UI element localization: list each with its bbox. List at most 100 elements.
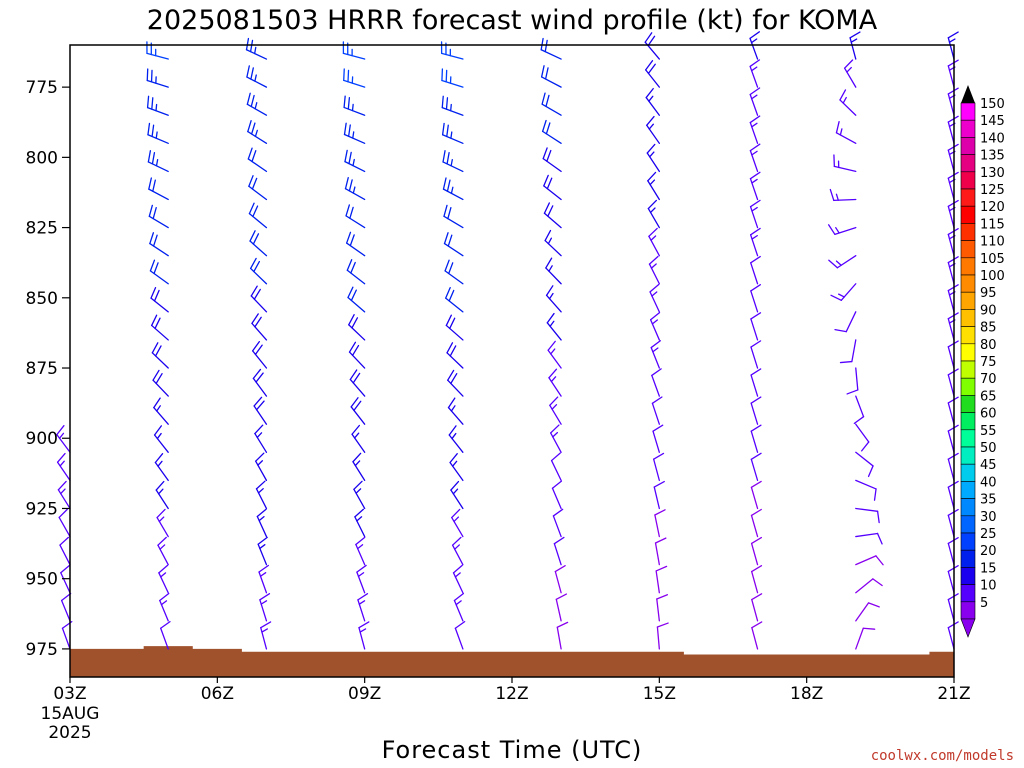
plot-frame — [69, 44, 955, 678]
wind-barb — [445, 287, 464, 313]
wind-barb — [248, 175, 268, 201]
colorbar-top-arrow — [961, 85, 975, 103]
wind-barb — [441, 122, 464, 144]
wind-barb — [153, 397, 169, 425]
wind-barb — [543, 174, 562, 201]
wind-barb — [750, 312, 762, 341]
wind-barb — [855, 578, 883, 594]
colorbar-label: 50 — [980, 441, 997, 456]
wind-barb — [749, 199, 761, 229]
wind-barb — [446, 342, 464, 369]
colorbar-swatch — [960, 205, 976, 224]
colorbar-label: 100 — [980, 269, 1005, 284]
wind-barb — [541, 92, 562, 116]
x-tick-label: 06Z — [201, 684, 234, 704]
wind-barb — [947, 256, 959, 285]
wind-barb — [541, 119, 562, 144]
colorbar-label: 70 — [980, 372, 997, 387]
colorbar-swatch — [960, 463, 976, 482]
colorbar-swatch — [960, 343, 976, 362]
wind-barb — [149, 259, 169, 285]
colorbar-swatch — [960, 584, 976, 603]
wind-barb — [749, 227, 761, 257]
wind-barb — [357, 593, 369, 622]
colorbar-label: 35 — [980, 493, 997, 508]
wind-barb — [259, 593, 271, 622]
y-axis: 775 800 825 850 875 900 925 950 975 — [26, 78, 70, 660]
colorbar: 1501451401351301251201151101051009590858… — [960, 85, 1005, 638]
wind-barb — [750, 340, 762, 369]
wind-barb — [245, 37, 268, 60]
wind-barb — [947, 536, 959, 566]
wind-barb — [443, 204, 464, 229]
wind-barb — [947, 480, 959, 510]
wind-barb — [834, 311, 857, 333]
wind-barb — [542, 147, 562, 173]
colorbar-swatch — [960, 481, 976, 499]
wind-barb — [151, 314, 169, 341]
colorbar-label: 145 — [980, 114, 1005, 129]
wind-barb — [556, 621, 569, 650]
colorbar-label: 40 — [980, 475, 997, 490]
colorbar-swatch — [960, 223, 976, 241]
wind-barb — [255, 452, 268, 482]
wind-barb — [947, 31, 959, 60]
wind-barb — [853, 395, 865, 425]
wind-barb — [346, 259, 366, 285]
wind-barb — [947, 340, 959, 369]
wind-barb — [540, 65, 562, 88]
colorbar-swatch — [960, 377, 976, 396]
wind-barb — [356, 564, 367, 594]
wind-barb — [947, 115, 959, 144]
wind-barb — [947, 171, 959, 201]
wind-barb — [839, 89, 857, 116]
wind-barb — [56, 425, 71, 453]
wind-barb — [947, 621, 959, 650]
colorbar-swatch — [960, 274, 976, 293]
colorbar-label: 5 — [980, 596, 988, 611]
wind-barb — [60, 592, 72, 622]
wind-barb — [343, 122, 366, 144]
wind-barb — [147, 150, 169, 173]
colorbar-swatch — [960, 498, 976, 517]
wind-barb — [648, 255, 660, 285]
wind-barb — [444, 259, 464, 285]
wind-barb — [160, 621, 171, 650]
colorbar-swatch — [960, 257, 976, 276]
wind-barb — [451, 536, 464, 566]
wind-barb — [829, 188, 857, 202]
wind-barb — [553, 536, 565, 566]
x-tick-label: 15Z — [643, 684, 676, 704]
wind-barb — [344, 149, 366, 173]
wind-barb — [151, 342, 169, 369]
wind-barb — [644, 32, 660, 60]
wind-barb — [447, 369, 464, 397]
wind-barb — [442, 177, 464, 201]
colorbar-label: 25 — [980, 527, 997, 542]
wind-barb — [155, 480, 169, 510]
colorbar-label: 60 — [980, 407, 997, 422]
wind-barb — [449, 453, 464, 482]
wind-barb — [150, 287, 169, 313]
wind-barb — [947, 199, 959, 229]
colorbar-label: 135 — [980, 149, 1005, 164]
wind-barb — [947, 396, 959, 425]
wind-barb — [648, 227, 660, 257]
wind-barb — [447, 397, 464, 425]
wind-barb — [750, 396, 762, 425]
wind-barb — [947, 228, 959, 257]
wind-barb — [255, 480, 268, 510]
wind-barb — [550, 424, 562, 453]
wind-barb — [855, 532, 883, 545]
wind-barb — [56, 452, 71, 482]
wind-barb — [855, 627, 876, 650]
x-tick-label: 12Z — [495, 684, 528, 704]
wind-barb — [343, 95, 366, 116]
wind-barb — [543, 202, 562, 229]
wind-barb — [551, 480, 563, 510]
colorbar-swatch — [960, 360, 976, 379]
wind-barb — [454, 621, 466, 650]
colorbar-label: 120 — [980, 200, 1005, 215]
wind-barb — [750, 424, 762, 453]
